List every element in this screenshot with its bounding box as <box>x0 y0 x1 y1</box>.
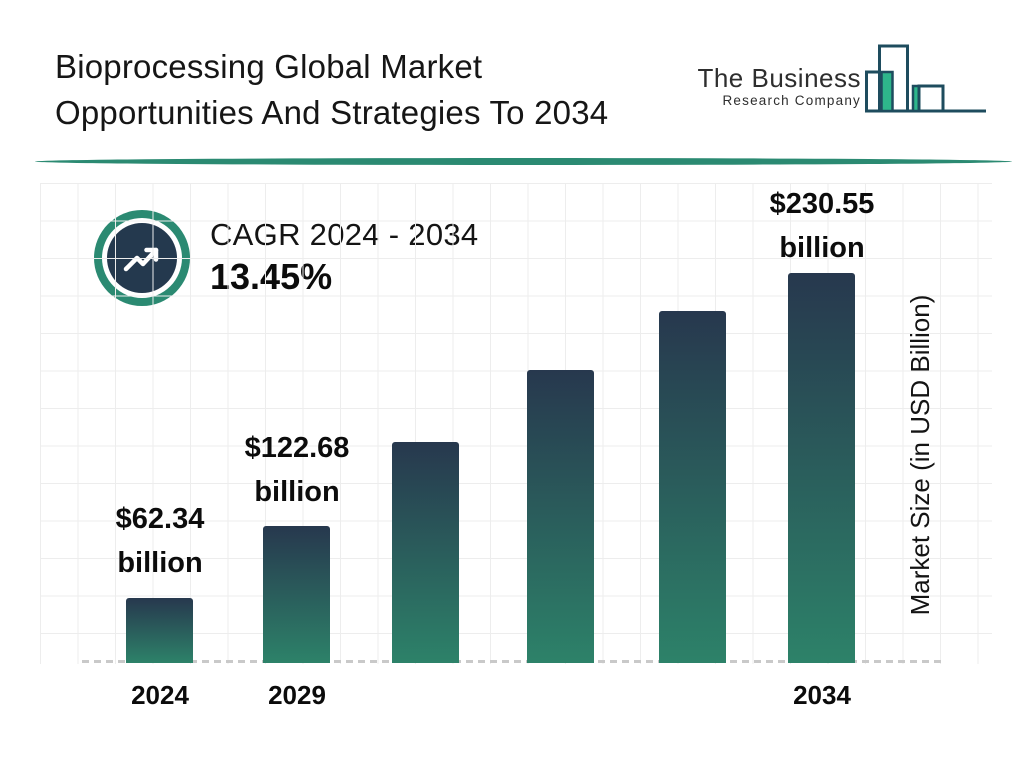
bar-2024 <box>126 598 193 663</box>
bar-unlabeled-3 <box>659 311 726 663</box>
page-title: Bioprocessing Global Market Opportunitie… <box>55 44 608 136</box>
value-label-2029-unit: billion <box>254 476 340 508</box>
x-tick-2034: 2034 <box>793 680 851 710</box>
bar-chart-logo-icon <box>865 44 986 113</box>
page-title-line2: Opportunities And Strategies To 2034 <box>55 94 609 131</box>
tapered-divider <box>35 158 1012 165</box>
y-axis-label: Market Size (in USD Billion) <box>905 294 935 616</box>
bar-2029 <box>263 526 330 663</box>
value-label-2024: $62.34 billion <box>30 497 290 585</box>
bar-unlabeled-2 <box>527 370 594 663</box>
value-label-2029-amount: $122.68 <box>244 432 350 464</box>
x-tick-2024: 2024 <box>131 680 189 710</box>
x-tick-2029: 2029 <box>268 680 326 710</box>
value-label-2024-unit: billion <box>117 547 203 579</box>
bar-2034 <box>788 273 855 663</box>
dashed-baseline <box>82 660 942 663</box>
value-label-2024-amount: $62.34 <box>115 503 205 535</box>
value-label-2034-unit: billion <box>779 232 865 264</box>
bar-unlabeled-1 <box>392 442 459 663</box>
page-title-line1: Bioprocessing Global Market <box>55 48 483 85</box>
brand-name: The Business <box>697 63 861 93</box>
value-label-2034: $230.55 billion <box>692 182 952 270</box>
value-label-2029: $122.68 billion <box>167 426 427 514</box>
brand-subtitle: Research Company <box>722 93 861 108</box>
value-label-2034-amount: $230.55 <box>769 188 875 220</box>
brand-logo-text: The Business Research Company <box>697 64 861 108</box>
